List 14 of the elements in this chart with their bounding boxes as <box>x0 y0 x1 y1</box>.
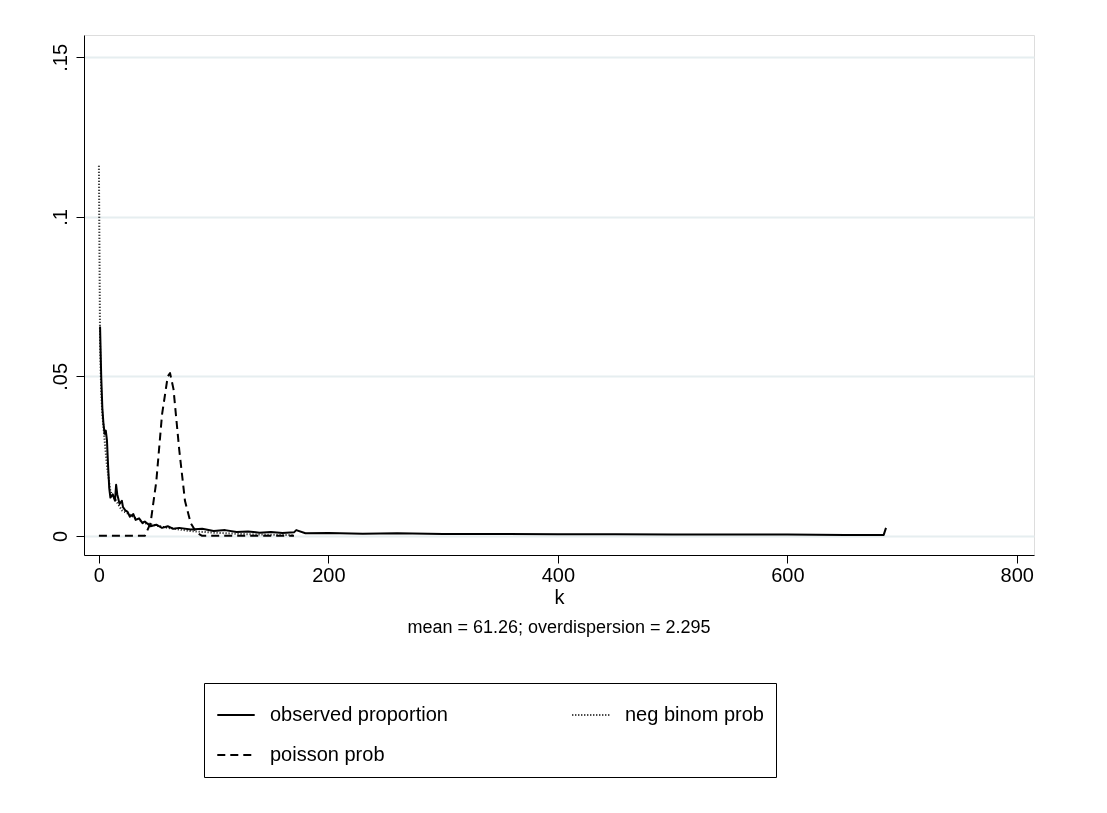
x-axis-title: k <box>554 585 566 608</box>
legend-label: observed proportion <box>270 703 448 725</box>
x-tick-label: 400 <box>541 563 576 586</box>
y-tick-label: .05 <box>48 362 71 391</box>
text: mean = 61.26; overdispersion = 2.295 <box>407 617 711 637</box>
x-tick-label: 0 <box>93 563 105 586</box>
x-tick-label: 600 <box>771 563 805 586</box>
y-tick-label: .15 <box>48 43 71 72</box>
y-tick-label: 0 <box>48 530 71 542</box>
legend-label: poisson prob <box>270 743 385 765</box>
x-tick-label: 200 <box>312 563 346 586</box>
y-tick-label: .1 <box>48 209 71 226</box>
legend-label: neg binom prob <box>625 703 764 725</box>
x-tick-label: 800 <box>1000 563 1034 586</box>
